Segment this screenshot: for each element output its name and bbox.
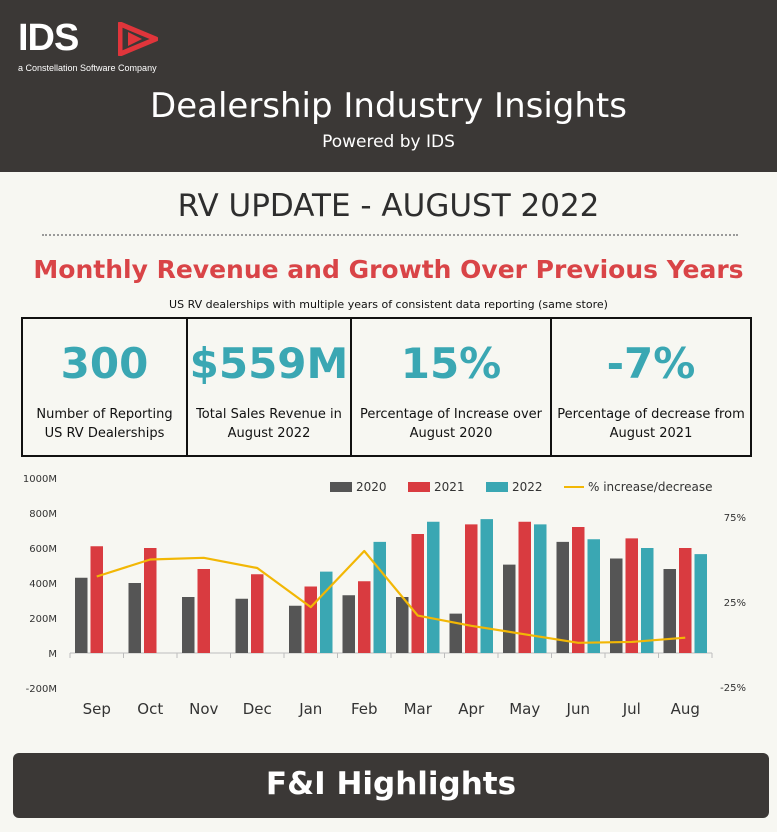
bar-2022-jul: [641, 548, 654, 653]
kpi-row: 300 Number of Reporting US RV Dealership…: [21, 317, 752, 457]
bar-2021-dec: [251, 574, 264, 653]
logo-subtitle: a Constellation Software Company: [18, 63, 157, 73]
y-tick-label: -200M: [26, 684, 57, 695]
kpi-total-revenue: $559M Total Sales Revenue in August 2022: [188, 319, 352, 455]
legend-swatch: [408, 482, 430, 492]
x-tick-label: Aug: [671, 700, 700, 718]
bar-2020-feb: [342, 595, 355, 653]
pct-change-line: [96, 549, 686, 644]
logo-triangle-icon: [118, 22, 158, 56]
bar-2022-mar: [427, 521, 440, 653]
bar-2022-jun: [587, 539, 600, 653]
bar-2021-jul: [625, 538, 638, 653]
legend-label: 2021: [434, 480, 465, 494]
page-subtitle: Powered by IDS: [322, 132, 455, 152]
x-tick-label: Mar: [404, 700, 433, 718]
bar-2020-jun: [556, 541, 569, 653]
x-tick-label: Dec: [243, 700, 272, 718]
y-tick-label: 200M: [29, 614, 57, 625]
x-tick-label: Jun: [566, 700, 590, 718]
bar-2021-jan: [304, 586, 317, 653]
kpi-value: 300: [60, 339, 149, 388]
legend-swatch: [330, 482, 352, 492]
logo-text: IDS: [18, 17, 79, 59]
bar-2021-feb: [358, 581, 371, 653]
x-tick-label: Nov: [189, 700, 218, 718]
x-tick-label: Jan: [298, 700, 322, 718]
kpi-decrease-2021: -7% Percentage of decrease from August 2…: [552, 319, 750, 455]
bar-2021-jun: [572, 527, 585, 653]
x-tick-label: May: [509, 700, 540, 718]
y-tick-label: 1000M: [23, 474, 57, 485]
y2-tick-label: 75%: [724, 513, 746, 524]
legend-swatch: [486, 482, 508, 492]
ids-logo: IDS: [18, 17, 158, 59]
bar-2020-apr: [449, 613, 462, 653]
bar-2020-nov: [182, 597, 195, 653]
y-tick-label: 400M: [29, 579, 57, 590]
x-tick-label: Feb: [351, 700, 378, 718]
bar-2020-sep: [75, 577, 88, 653]
y-tick-label: 800M: [29, 509, 57, 520]
bar-2020-dec: [235, 598, 248, 653]
kpi-label: Percentage of Increase over August 2020: [359, 407, 543, 441]
y-tick-label: 600M: [29, 544, 57, 555]
bar-2021-nov: [197, 569, 210, 653]
divider: [42, 234, 738, 236]
legend-label: 2022: [512, 480, 543, 494]
y-tick-label: M: [48, 649, 57, 660]
kpi-value: $559M: [189, 339, 349, 388]
bar-2020-aug: [663, 569, 676, 653]
legend-label: 2020: [356, 480, 387, 494]
legend-label: % increase/decrease: [588, 480, 712, 494]
kpi-increase-2020: 15% Percentage of Increase over August 2…: [352, 319, 552, 455]
bar-2021-apr: [465, 524, 478, 653]
kpi-value: -7%: [606, 339, 696, 388]
y2-tick-label: 25%: [724, 598, 746, 609]
bar-2021-aug: [679, 548, 692, 653]
kpi-label: Percentage of decrease from August 2021: [557, 407, 745, 441]
bar-2022-jan: [320, 571, 333, 653]
x-tick-label: Jul: [622, 700, 641, 718]
bar-2021-may: [518, 521, 531, 653]
bar-2020-jul: [610, 558, 623, 653]
bar-2022-may: [534, 524, 547, 653]
update-title: RV UPDATE - AUGUST 2022: [177, 188, 600, 224]
kpi-label: Total Sales Revenue in August 2022: [196, 407, 342, 441]
fi-highlights-banner: F&I Highlights: [13, 753, 769, 818]
bar-2021-sep: [90, 546, 103, 653]
section-subtitle: US RV dealerships with multiple years of…: [169, 298, 608, 311]
revenue-chart: 1000M 800M 600M 400M 200M M -200M 75% 25% -25% Sep…: [23, 474, 746, 718]
x-tick-label: Oct: [137, 700, 163, 718]
page-title: Dealership Industry Insights: [150, 86, 627, 126]
kpi-label: Number of Reporting US RV Dealerships: [36, 407, 173, 441]
x-tick-label: Apr: [458, 700, 485, 718]
bar-2022-feb: [373, 541, 386, 653]
bar-2022-aug: [694, 554, 707, 653]
fi-highlights-title: F&I Highlights: [265, 766, 517, 802]
bar-2020-mar: [396, 597, 409, 653]
kpi-dealership-count: 300 Number of Reporting US RV Dealership…: [23, 319, 188, 455]
header-banner: IDS a Constellation Software Company Dea…: [0, 0, 777, 172]
section-title: Monthly Revenue and Growth Over Previous…: [33, 255, 744, 284]
y2-tick-label: -25%: [720, 683, 746, 694]
bar-2022-apr: [480, 519, 493, 653]
bar-2020-may: [503, 564, 516, 653]
bar-2021-mar: [411, 534, 424, 653]
bar-2021-oct: [144, 548, 157, 653]
x-tick-label: Sep: [83, 700, 111, 718]
bar-2020-oct: [128, 583, 141, 653]
bar-2020-jan: [289, 605, 302, 653]
kpi-value: 15%: [400, 339, 502, 388]
